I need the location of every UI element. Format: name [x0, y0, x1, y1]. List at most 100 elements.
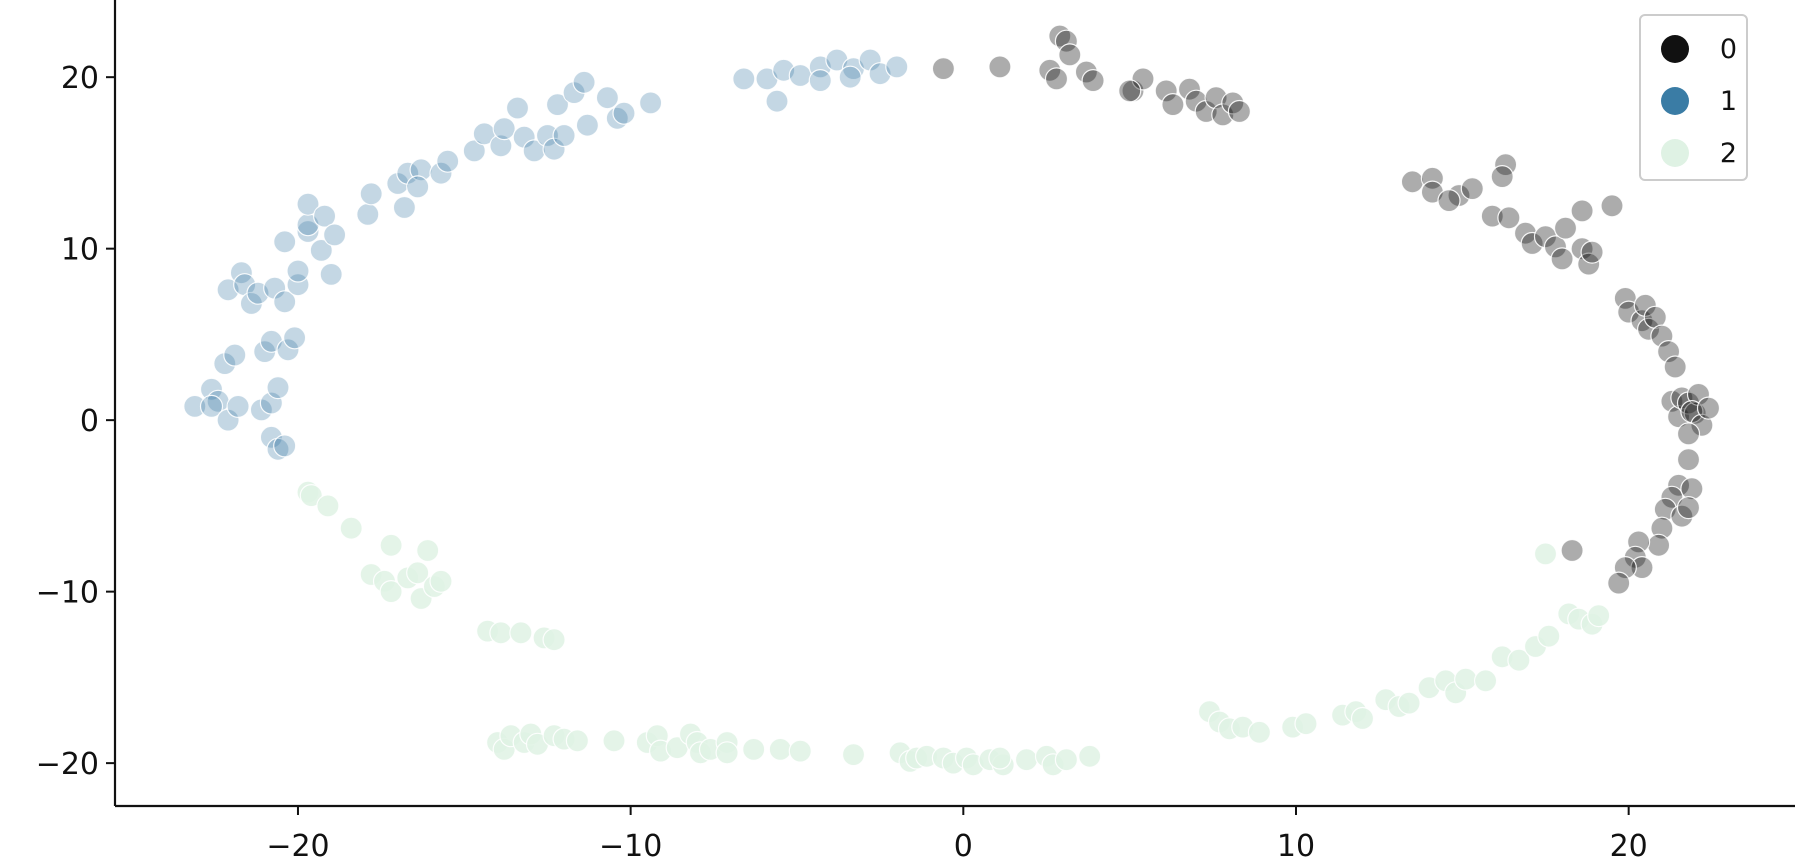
- point-series-1-71: [839, 66, 861, 88]
- x-tick-label: −20: [266, 829, 329, 864]
- point-series-0-20: [1228, 101, 1250, 123]
- point-series-2-71: [1398, 692, 1420, 714]
- point-series-1-10: [267, 377, 289, 399]
- point-series-2-68: [1352, 708, 1374, 730]
- point-series-2-16: [510, 622, 532, 644]
- point-series-1-13: [274, 435, 296, 457]
- series-1: [184, 49, 908, 460]
- point-series-2-15: [490, 622, 512, 644]
- y-tick-label: 10: [61, 233, 99, 268]
- point-series-1-41: [407, 176, 429, 198]
- point-series-2-76: [1475, 670, 1497, 692]
- point-series-1-7: [227, 395, 249, 417]
- legend-label: 1: [1720, 86, 1737, 117]
- point-series-1-48: [507, 97, 529, 119]
- point-series-0-69: [1648, 534, 1670, 556]
- point-series-1-68: [809, 70, 831, 92]
- point-series-0-11: [1119, 80, 1141, 102]
- y-tick-label: 20: [61, 61, 99, 96]
- legend-marker-2: [1661, 139, 1689, 167]
- point-series-2-41: [789, 740, 811, 762]
- point-series-1-5: [224, 344, 246, 366]
- point-series-0-6: [1046, 68, 1068, 90]
- point-series-1-74: [886, 56, 908, 78]
- point-series-1-34: [324, 224, 346, 246]
- point-series-0-50: [1664, 356, 1686, 378]
- point-series-1-60: [613, 102, 635, 124]
- point-series-1-62: [733, 68, 755, 90]
- x-tick-label: 10: [1277, 829, 1315, 864]
- legend-marker-1: [1661, 87, 1689, 115]
- point-series-0-66: [1681, 478, 1703, 500]
- point-series-2-3: [340, 517, 362, 539]
- point-series-0-29: [1491, 166, 1513, 188]
- point-series-1-17: [284, 327, 306, 349]
- point-series-0-36: [1551, 248, 1573, 270]
- x-tick-label: 0: [954, 829, 973, 864]
- point-series-1-38: [393, 197, 415, 219]
- point-series-2-57: [1055, 749, 1077, 771]
- point-series-2-85: [1535, 543, 1557, 565]
- point-series-0-35: [1555, 217, 1577, 239]
- point-series-2-39: [743, 738, 765, 760]
- point-series-1-57: [576, 114, 598, 136]
- point-series-1-64: [766, 90, 788, 112]
- point-series-2-13: [430, 570, 452, 592]
- point-series-1-61: [640, 92, 662, 114]
- point-series-0-26: [1461, 178, 1483, 200]
- point-series-0-4: [1059, 44, 1081, 66]
- point-series-2-42: [843, 744, 865, 766]
- point-series-1-66: [789, 65, 811, 87]
- point-series-1-27: [274, 231, 296, 253]
- point-series-2-53: [989, 747, 1011, 769]
- point-series-2-38: [716, 742, 738, 764]
- point-series-1-43: [437, 150, 459, 172]
- point-series-1-26: [287, 260, 309, 282]
- point-series-1-47: [493, 118, 515, 140]
- point-series-1-58: [596, 87, 618, 109]
- point-series-1-53: [553, 125, 575, 147]
- point-series-0-60: [1678, 423, 1700, 445]
- point-series-2-84: [1588, 605, 1610, 627]
- point-series-0-30: [1498, 207, 1520, 229]
- point-series-2-27: [566, 730, 588, 752]
- series-2: [297, 481, 1610, 776]
- point-series-0-13: [1162, 94, 1184, 116]
- point-series-0-67: [1678, 497, 1700, 519]
- legend-marker-0: [1661, 35, 1689, 63]
- point-series-1-35: [357, 203, 379, 225]
- point-series-2-65: [1295, 713, 1317, 735]
- point-series-0-25: [1438, 190, 1460, 212]
- point-series-0-74: [1608, 572, 1630, 594]
- point-series-0-37: [1571, 200, 1593, 222]
- point-series-2-40: [769, 738, 791, 760]
- legend-label: 2: [1720, 138, 1737, 169]
- point-series-0-8: [1082, 70, 1104, 92]
- legend: 0 1 2: [1640, 15, 1747, 180]
- point-series-0-61: [1678, 449, 1700, 471]
- y-tick-label: 0: [80, 404, 99, 439]
- legend-label: 0: [1720, 34, 1737, 65]
- point-series-0-75: [1561, 540, 1583, 562]
- point-series-2-10: [417, 540, 439, 562]
- y-tick-label: −20: [36, 747, 99, 782]
- point-series-0-0: [932, 58, 954, 80]
- point-series-2-58: [1079, 745, 1101, 767]
- series-0: [932, 25, 1719, 594]
- point-series-2-63: [1248, 721, 1270, 743]
- point-series-1-56: [573, 71, 595, 93]
- point-series-1-36: [360, 183, 382, 205]
- point-series-0-40: [1581, 241, 1603, 263]
- x-tick-label: 20: [1610, 829, 1648, 864]
- point-series-2-54: [1016, 749, 1038, 771]
- point-series-2-18: [543, 629, 565, 651]
- point-series-2-2: [317, 495, 339, 517]
- y-tick-label: −10: [36, 576, 99, 611]
- points-layer: [184, 25, 1720, 776]
- point-series-2-75: [1455, 668, 1477, 690]
- point-series-1-33: [320, 263, 342, 285]
- point-series-0-41: [1601, 195, 1623, 217]
